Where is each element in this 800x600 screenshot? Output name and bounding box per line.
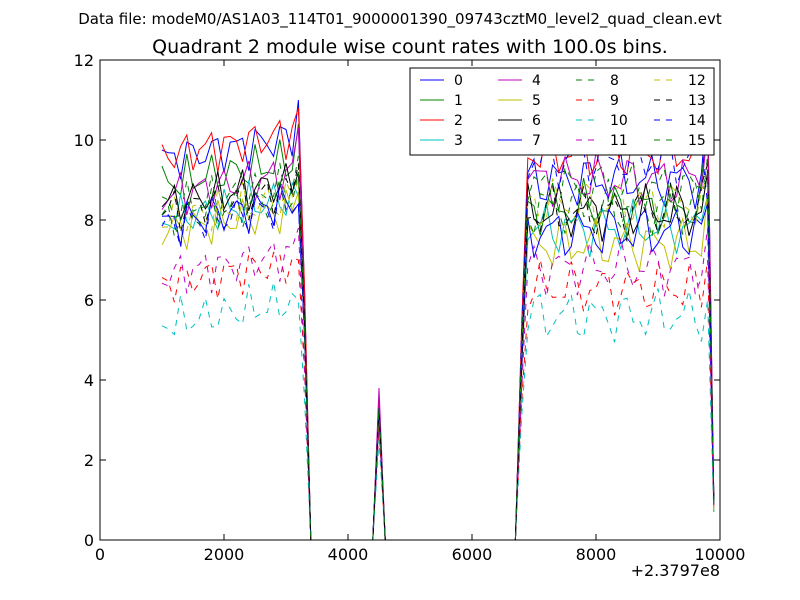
y-tick-label: 10 bbox=[74, 131, 94, 150]
x-tick-label: 6000 bbox=[452, 545, 493, 564]
legend-label: 9 bbox=[610, 93, 619, 109]
legend-label: 1 bbox=[454, 93, 463, 109]
series-line-0 bbox=[161, 99, 715, 540]
legend-label: 15 bbox=[688, 133, 706, 149]
legend-label: 0 bbox=[454, 73, 463, 89]
x-tick-label: 10000 bbox=[695, 545, 746, 564]
y-tick-label: 2 bbox=[84, 451, 94, 470]
series-line-7 bbox=[161, 182, 715, 540]
series-line-6 bbox=[161, 163, 715, 540]
x-offset-label: +2.3797e8 bbox=[631, 561, 720, 580]
chart-title: Quadrant 2 module wise count rates with … bbox=[152, 36, 668, 58]
series-line-5 bbox=[161, 189, 715, 540]
series-line-4 bbox=[161, 127, 715, 540]
series-line-11 bbox=[161, 227, 715, 540]
legend-box bbox=[409, 67, 715, 156]
series-line-1 bbox=[161, 123, 715, 540]
y-tick-label: 8 bbox=[84, 211, 94, 230]
x-tick-label: 8000 bbox=[576, 545, 617, 564]
legend-label: 10 bbox=[610, 113, 628, 129]
series-line-9 bbox=[161, 251, 715, 540]
chart-supertitle: Data file: modeM0/AS1A03_114T01_90000013… bbox=[78, 10, 722, 29]
y-tick-label: 4 bbox=[84, 371, 94, 390]
series-layer bbox=[161, 99, 715, 540]
series-line-15 bbox=[161, 161, 715, 540]
x-tick-label: 4000 bbox=[328, 545, 369, 564]
y-tick-label: 6 bbox=[84, 291, 94, 310]
legend-label: 11 bbox=[610, 133, 628, 149]
series-line-2 bbox=[161, 107, 715, 540]
legend-label: 3 bbox=[454, 133, 463, 149]
legend-label: 4 bbox=[532, 73, 541, 89]
series-line-12 bbox=[161, 178, 715, 540]
legend-label: 13 bbox=[688, 93, 706, 109]
legend-label: 8 bbox=[610, 73, 619, 89]
x-tick-label: 2000 bbox=[204, 545, 245, 564]
legend-label: 5 bbox=[532, 93, 541, 109]
legend-label: 12 bbox=[688, 73, 706, 89]
legend-label: 6 bbox=[532, 113, 541, 129]
y-tick-label: 12 bbox=[74, 51, 94, 70]
x-tick-label: 0 bbox=[95, 545, 105, 564]
series-line-14 bbox=[161, 132, 715, 540]
legend-label: 14 bbox=[688, 113, 706, 129]
legend-label: 7 bbox=[532, 133, 541, 149]
y-tick-label: 0 bbox=[84, 531, 94, 550]
series-line-13 bbox=[161, 163, 715, 540]
legend-label: 2 bbox=[454, 113, 463, 129]
